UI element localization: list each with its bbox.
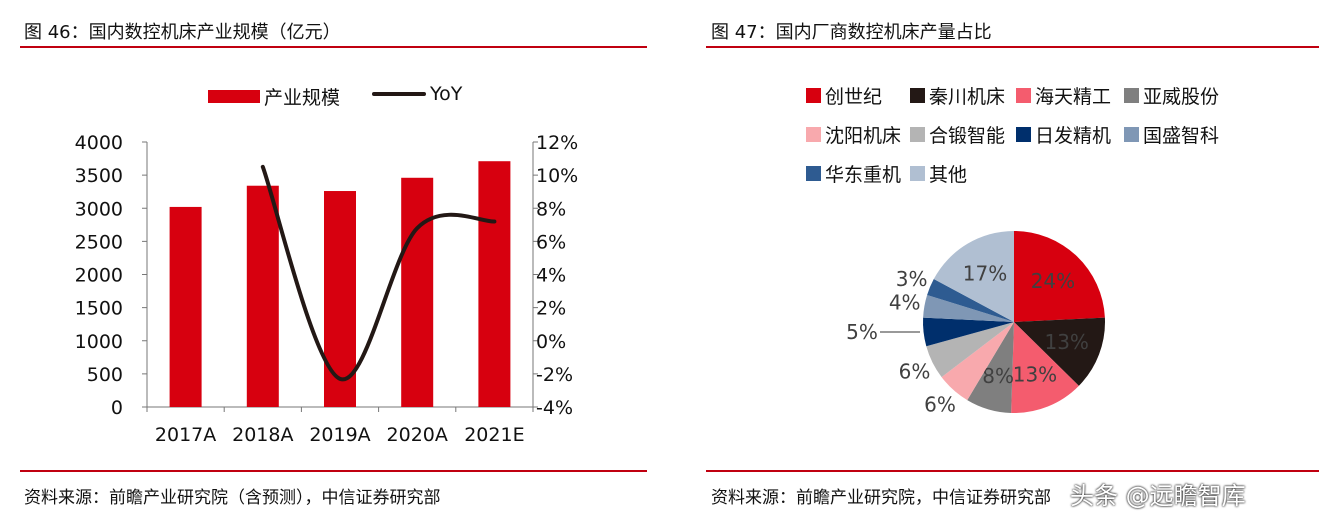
legend-line: YoY xyxy=(372,83,462,105)
right-footer-rule xyxy=(706,470,1319,472)
y-tick-label: 1000 xyxy=(75,331,123,353)
legend-swatch xyxy=(910,127,925,142)
legend-swatch xyxy=(1016,127,1031,142)
y-tick-label: 3500 xyxy=(75,165,123,187)
y-tick-label: 500 xyxy=(87,364,123,386)
legend-label: 国盛智科 xyxy=(1143,125,1220,147)
legend-swatch xyxy=(1124,88,1139,103)
legend-label: 秦川机床 xyxy=(929,86,1006,108)
left-source: 资料来源：前瞻产业研究院（含预测），中信证券研究部 xyxy=(24,488,441,508)
pie-slice-创世纪 xyxy=(1014,231,1105,322)
pie-legend-item: 海天精工 xyxy=(1016,82,1111,109)
pie-label: 24% xyxy=(1031,269,1075,293)
pie-legend-item: 日发精机 xyxy=(1016,121,1111,148)
left-footer-rule xyxy=(20,470,647,472)
x-tick-label: 2018A xyxy=(232,424,293,446)
bar-2017A xyxy=(169,206,202,407)
right-title-rule xyxy=(706,46,1319,48)
legend-swatch xyxy=(806,88,821,103)
pie-label: 6% xyxy=(924,393,956,417)
right-figure-title: 图 47：国内厂商数控机床产量占比 xyxy=(711,22,992,43)
pie-slice-沈阳机床 xyxy=(941,322,1014,401)
pie-legend-item: 其他 xyxy=(910,160,967,187)
y2-tick-label: 0% xyxy=(536,331,566,353)
pie-label: 6% xyxy=(899,359,931,383)
yoy-line xyxy=(260,164,497,382)
legend-swatch xyxy=(910,166,925,181)
y-tick-label: 1500 xyxy=(75,298,123,320)
y2-tick-label: 6% xyxy=(536,231,566,253)
pie-legend-item: 沈阳机床 xyxy=(806,121,901,148)
pie-slice-秦川机床 xyxy=(1014,317,1105,386)
y2-tick-label: 4% xyxy=(536,265,566,287)
pie-slice-海天精工 xyxy=(1011,322,1079,414)
x-tick-label: 2021E xyxy=(464,424,524,446)
pie-slice-亚威股份 xyxy=(967,322,1014,413)
x-tick-label: 2019A xyxy=(309,424,370,446)
legend-swatch xyxy=(806,127,821,142)
pie-legend-item: 秦川机床 xyxy=(910,82,1005,109)
legend-label: 创世纪 xyxy=(825,86,883,108)
pie-legend-item: 创世纪 xyxy=(806,82,882,109)
legend-label: 日发精机 xyxy=(1035,125,1112,147)
pie-legend-item: 合锻智能 xyxy=(910,121,1005,148)
pie-label: 13% xyxy=(1044,330,1088,354)
y-tick-label: 0 xyxy=(111,397,123,419)
pie-legend-item: 国盛智科 xyxy=(1124,121,1219,148)
y2-tick-label: 12% xyxy=(536,132,578,154)
y2-tick-label: 10% xyxy=(536,165,578,187)
y-tick-label: 2500 xyxy=(75,231,123,253)
pie-label: 13% xyxy=(1013,362,1057,386)
y-tick-label: 2000 xyxy=(75,265,123,287)
bar-2020A xyxy=(401,177,434,407)
watermark: 头条 @远瞻智库 xyxy=(1070,482,1246,510)
left-title-rule xyxy=(20,46,647,48)
legend-label: 沈阳机床 xyxy=(825,125,902,147)
pie-label: 3% xyxy=(896,267,928,291)
legend-line-label: YoY xyxy=(430,83,463,105)
legend-label: 海天精工 xyxy=(1035,86,1112,108)
y2-tick-label: -4% xyxy=(536,397,573,419)
y2-tick-label: -2% xyxy=(536,364,573,386)
legend-label: 其他 xyxy=(929,164,968,186)
pie-label: 17% xyxy=(963,262,1007,286)
pie-slice-国盛智科 xyxy=(923,294,1014,322)
bar-2021E xyxy=(478,161,511,407)
legend-label: 华东重机 xyxy=(825,164,902,186)
left-figure-title: 图 46：国内数控机床产业规模（亿元） xyxy=(24,22,341,43)
pie-slice-华东重机 xyxy=(927,279,1014,322)
pie-slice-合锻智能 xyxy=(926,322,1014,378)
legend-line-swatch xyxy=(372,92,426,96)
y-tick-label: 3000 xyxy=(75,198,123,220)
legend-label: 亚威股份 xyxy=(1143,86,1220,108)
y-tick-label: 4000 xyxy=(75,132,123,154)
legend-label: 合锻智能 xyxy=(929,125,1006,147)
pie-legend-item: 华东重机 xyxy=(806,160,901,187)
right-source: 资料来源：前瞻产业研究院，中信证券研究部 xyxy=(711,488,1051,508)
bar-2018A xyxy=(246,185,279,407)
legend-bar: 产业规模 xyxy=(208,83,340,110)
pie-legend-item: 亚威股份 xyxy=(1124,82,1219,109)
pie-slice-其他 xyxy=(933,231,1014,322)
y2-tick-label: 8% xyxy=(536,198,566,220)
y2-tick-label: 2% xyxy=(536,298,566,320)
legend-swatch xyxy=(910,88,925,103)
legend-swatch xyxy=(1016,88,1031,103)
x-tick-label: 2017A xyxy=(155,424,216,446)
legend-swatch xyxy=(806,166,821,181)
pie-slice-日发精机 xyxy=(923,317,1014,347)
pie-label: 4% xyxy=(889,291,921,315)
pie-label: 8% xyxy=(982,364,1014,388)
bar-2019A xyxy=(324,191,356,407)
legend-swatch xyxy=(1124,127,1139,142)
legend-bar-label: 产业规模 xyxy=(264,87,341,109)
pie-label: 5% xyxy=(846,320,878,344)
x-tick-label: 2020A xyxy=(387,424,448,446)
legend-bar-swatch xyxy=(208,90,260,103)
